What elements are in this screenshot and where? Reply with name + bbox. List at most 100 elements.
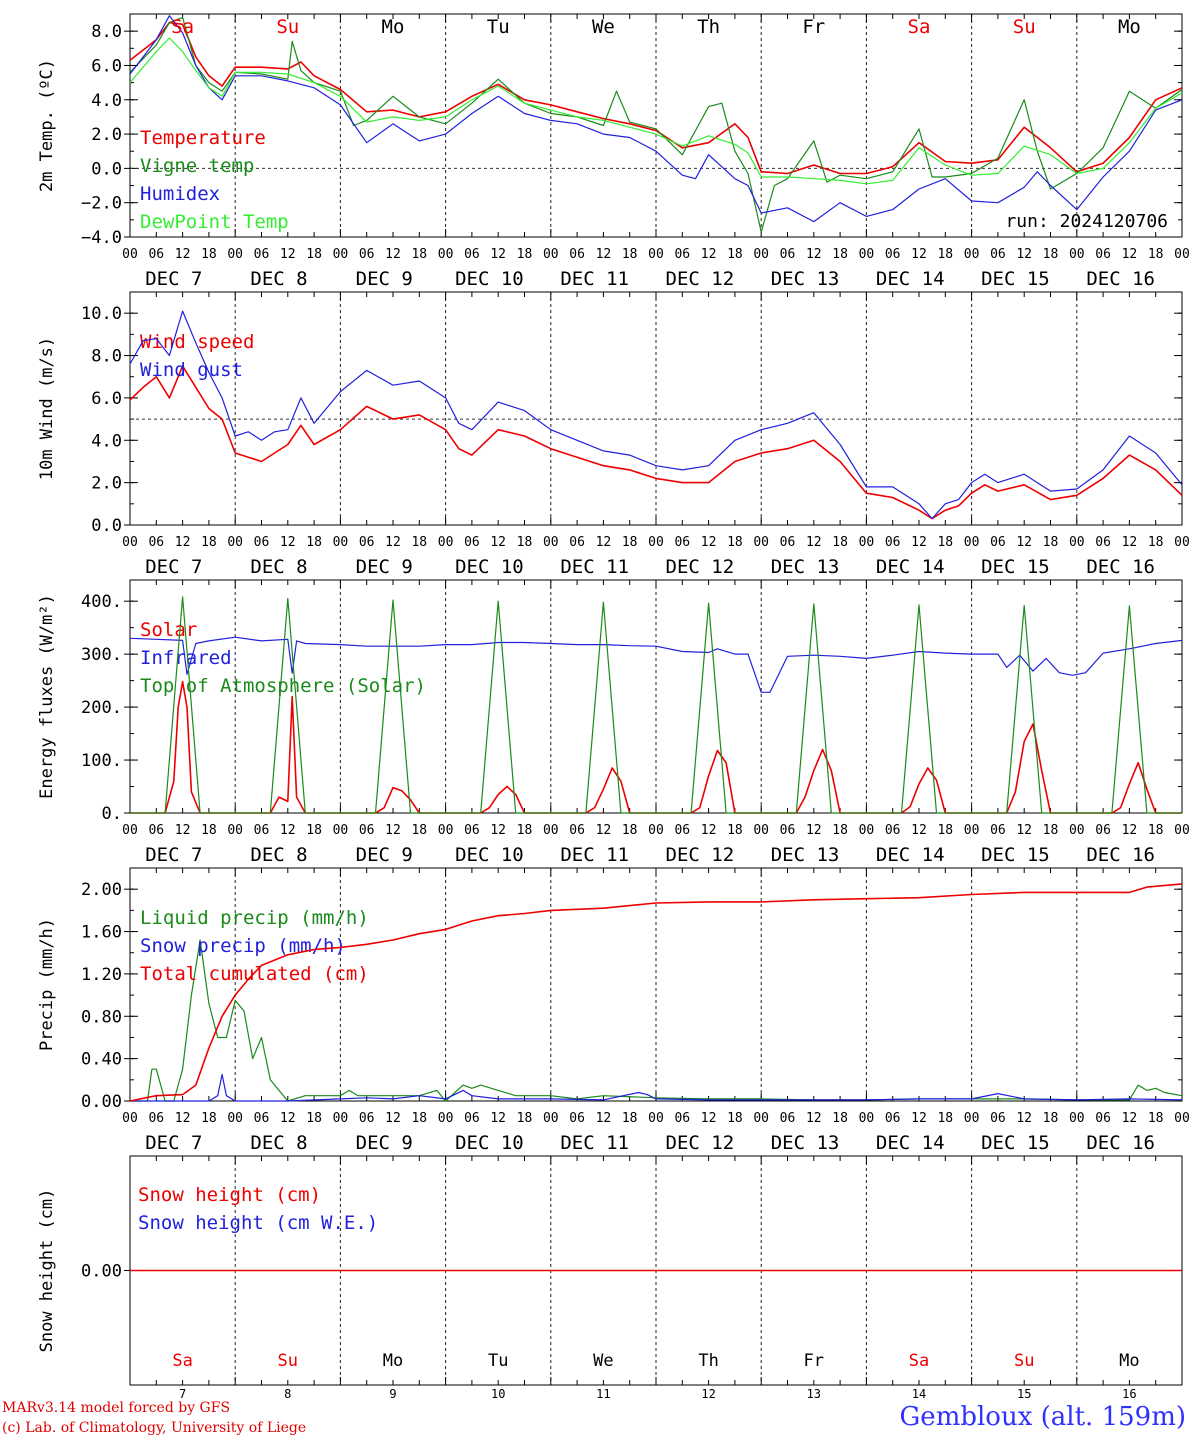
hour-label: 00	[227, 247, 243, 262]
date-label: DEC 14	[876, 844, 945, 866]
weekday-label: Sa	[908, 16, 931, 38]
hour-label: 18	[622, 535, 638, 550]
hour-label: 18	[832, 535, 848, 550]
hour-label: 00	[122, 247, 138, 262]
hour-label: 00	[753, 823, 769, 838]
hour-label: 12	[1122, 535, 1138, 550]
hour-label: 18	[517, 247, 533, 262]
hour-label: 12	[596, 823, 612, 838]
y-tick-label: 0.0	[91, 516, 122, 536]
hour-label: 12	[1016, 1111, 1032, 1126]
hour-label: 00	[753, 1111, 769, 1126]
hour-label: 00	[859, 247, 875, 262]
series-line-blue	[130, 1073, 1183, 1102]
date-label: DEC 7	[145, 1132, 202, 1154]
hour-label: 00	[543, 823, 559, 838]
hour-label: 00	[122, 535, 138, 550]
legend-entry: Liquid precip (mm/h)	[140, 907, 369, 929]
y-tick-label: 2.0	[91, 474, 122, 494]
hour-label: 18	[411, 535, 427, 550]
hour-label: 12	[490, 823, 506, 838]
hour-label: 06	[674, 535, 690, 550]
y-axis-label: 10m Wind (m/s)	[37, 337, 57, 480]
hour-label: 12	[806, 535, 822, 550]
date-label: DEC 11	[560, 556, 629, 578]
hour-label: 00	[1174, 823, 1190, 838]
date-label: DEC 11	[560, 1132, 629, 1154]
date-label: DEC 11	[560, 268, 629, 290]
hour-label: 06	[254, 535, 270, 550]
legend-entry: DewPoint Temp	[140, 211, 289, 233]
weekday-label: Th	[697, 16, 720, 38]
hour-label: 00	[648, 247, 664, 262]
panel-energy: 0. 100. 200. 300. 400. Energy fluxes (W/m²) So…	[37, 579, 1190, 866]
hour-label: 06	[464, 823, 480, 838]
hour-label: 06	[885, 535, 901, 550]
legend-entry: Snow height (cm W.E.)	[138, 1212, 378, 1234]
hour-label: 00	[333, 535, 349, 550]
date-label: DEC 9	[356, 844, 413, 866]
hour-label: 00	[1174, 535, 1190, 550]
date-label: DEC 7	[145, 268, 202, 290]
legend-entry: Total cumulated (cm)	[140, 963, 369, 985]
hour-label: 18	[937, 247, 953, 262]
y-tick-label: 200.	[81, 698, 122, 718]
date-label: DEC 10	[455, 556, 524, 578]
hour-label: 12	[701, 1111, 717, 1126]
hour-label: 00	[438, 823, 454, 838]
hour-label: 00	[1069, 247, 1085, 262]
hour-label: 12	[701, 535, 717, 550]
series-line-blue	[129, 310, 1183, 520]
panel-wind: 0.0 2.0 4.0 6.0 8.0 10.0 10m Wind (m/s) Wind sp…	[37, 291, 1190, 578]
hour-label: 18	[1148, 535, 1164, 550]
date-label: DEC 10	[455, 844, 524, 866]
hour-label: 18	[517, 823, 533, 838]
date-label: DEC 16	[1086, 844, 1155, 866]
hour-label: 18	[727, 1111, 743, 1126]
hour-label: 12	[490, 247, 506, 262]
hour-label: 18	[937, 535, 953, 550]
panel-temperature: −4.0 −2.0 0.0 2.0 4.0 6.0 8.0 2m Temp. (ºC) Temp…	[37, 13, 1190, 290]
y-tick-label: 0.40	[81, 1050, 122, 1070]
date-label: DEC 13	[771, 268, 840, 290]
day-number-label: 8	[284, 1387, 291, 1400]
date-label: DEC 12	[666, 556, 735, 578]
hour-label: 18	[832, 1111, 848, 1126]
hour-label: 06	[148, 247, 164, 262]
y-tick-label: 100.	[81, 751, 122, 771]
hour-label: 00	[438, 535, 454, 550]
hour-label: 00	[859, 823, 875, 838]
y-tick-label: 1.20	[81, 965, 122, 985]
date-label: DEC 16	[1086, 268, 1155, 290]
hour-label: 18	[411, 247, 427, 262]
legend-entry: Snow height (cm)	[138, 1184, 321, 1206]
y-tick-label: 0.0	[91, 159, 122, 179]
hour-label: 00	[1069, 535, 1085, 550]
legend-entry: Vigne temp	[140, 155, 254, 177]
series-line-blue	[129, 636, 1183, 693]
hour-label: 18	[306, 247, 322, 262]
date-label: DEC 12	[666, 844, 735, 866]
hour-label: 06	[569, 823, 585, 838]
legend-entry: Wind gust	[140, 359, 243, 381]
y-tick-label: 8.0	[91, 347, 122, 367]
hour-label: 12	[806, 1111, 822, 1126]
y-axis-label: 2m Temp. (ºC)	[37, 59, 57, 192]
hour-label: 06	[1095, 247, 1111, 262]
date-label: DEC 15	[981, 268, 1050, 290]
y-tick-label: 0.00	[81, 1262, 122, 1282]
date-label: DEC 8	[250, 844, 307, 866]
day-number-label: 10	[491, 1387, 505, 1400]
date-label: DEC 14	[876, 556, 945, 578]
hour-label: 18	[411, 823, 427, 838]
hour-label: 00	[859, 535, 875, 550]
date-label: DEC 9	[356, 268, 413, 290]
legend-entry: Snow precip (mm/h)	[140, 935, 346, 957]
hour-label: 00	[333, 247, 349, 262]
hour-label: 06	[1095, 823, 1111, 838]
hour-label: 00	[648, 535, 664, 550]
hour-label: 12	[175, 247, 191, 262]
hour-label: 12	[175, 535, 191, 550]
weekday-label: Fr	[802, 16, 825, 38]
hour-label: 00	[1174, 247, 1190, 262]
